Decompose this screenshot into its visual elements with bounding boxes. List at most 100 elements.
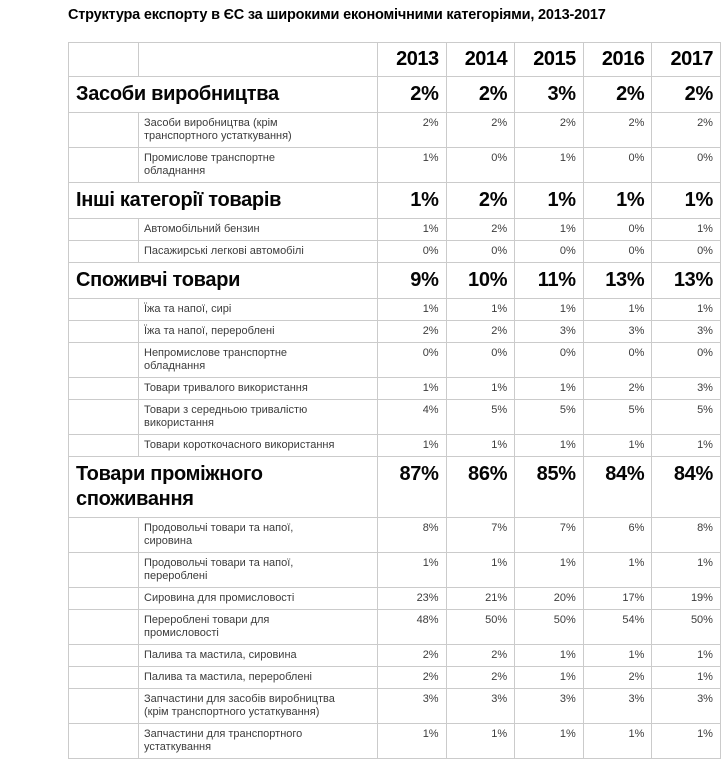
- row-value: 2%: [445, 666, 516, 689]
- row-value: 0%: [651, 342, 721, 378]
- indent-cell: [68, 688, 139, 724]
- table-row: Продовольчі товари та напої, перероблені…: [68, 552, 721, 588]
- row-value: 19%: [651, 587, 721, 610]
- row-label-cell: Товари короткочасного використання: [138, 434, 378, 457]
- row-label-cell: Палива та мастила, сировина: [138, 644, 378, 667]
- row-value: 1%: [377, 298, 447, 321]
- category-label-cell: Засоби виробництва: [68, 76, 378, 113]
- table-row: Засоби виробництва (крім транспортного у…: [68, 112, 721, 148]
- row-label: Їжа та напої, перероблені: [144, 325, 275, 337]
- year-header-2013: 2013: [377, 42, 447, 77]
- row-value: 1%: [651, 218, 721, 241]
- indent-cell: [68, 377, 139, 400]
- row-value: 17%: [582, 587, 653, 610]
- row-label-cell: Продовольчі товари та напої, сировина: [138, 517, 378, 553]
- row-value: 1%: [377, 377, 447, 400]
- row-value: 1%: [514, 377, 584, 400]
- row-value: 50%: [514, 609, 584, 645]
- category-row: Засоби виробництва 2% 2% 3% 2% 2%: [68, 76, 721, 113]
- table-row: Запчастини для транспортного устаткуванн…: [68, 723, 721, 759]
- row-value: 5%: [514, 399, 584, 435]
- category-value: 1%: [651, 182, 721, 219]
- row-value: 1%: [514, 218, 584, 241]
- row-value: 1%: [651, 434, 721, 457]
- category-row: Інші категорії товарів 1% 2% 1% 1% 1%: [68, 182, 721, 219]
- table-row: Перероблені товари для промисловості 48% 5…: [68, 609, 721, 645]
- row-value: 3%: [651, 688, 721, 724]
- row-value: 1%: [514, 147, 584, 183]
- row-label-cell: Засоби виробництва (крім транспортного у…: [138, 112, 378, 148]
- category-value: 11%: [514, 262, 584, 299]
- category-value: 1%: [582, 182, 653, 219]
- category-value: 1%: [377, 182, 447, 219]
- indent-cell: [68, 666, 139, 689]
- row-value: 1%: [514, 434, 584, 457]
- row-value: 3%: [514, 688, 584, 724]
- category-value: 2%: [445, 76, 516, 113]
- row-value: 1%: [582, 552, 653, 588]
- row-value: 7%: [445, 517, 516, 553]
- table-row: Непромислове транспортне обладнання 0% 0% 0…: [68, 342, 721, 378]
- row-label: Промислове транспортне обладнання: [144, 152, 275, 177]
- category-value: 84%: [582, 456, 653, 518]
- row-value: 0%: [514, 240, 584, 263]
- category-value: 9%: [377, 262, 447, 299]
- row-value: 1%: [445, 377, 516, 400]
- row-label-cell: Промислове транспортне обладнання: [138, 147, 378, 183]
- row-value: 50%: [445, 609, 516, 645]
- category-value: 1%: [514, 182, 584, 219]
- row-value: 1%: [582, 434, 653, 457]
- row-value: 5%: [651, 399, 721, 435]
- table-row: Товари з середньою тривалістю використан…: [68, 399, 721, 435]
- row-label: Палива та мастила, сировина: [144, 649, 297, 661]
- row-value: 1%: [377, 552, 447, 588]
- row-value: 2%: [445, 112, 516, 148]
- category-value: 10%: [445, 262, 516, 299]
- row-value: 2%: [651, 112, 721, 148]
- row-label: Запчастини для транспортного устаткуванн…: [144, 728, 303, 753]
- row-value: 0%: [377, 240, 447, 263]
- page-title: Структура експорту в ЄС за широкими екон…: [68, 7, 606, 23]
- row-label: Сировина для промисловості: [144, 592, 295, 604]
- row-value: 0%: [582, 240, 653, 263]
- row-value: 3%: [377, 688, 447, 724]
- row-value: 3%: [651, 320, 721, 343]
- category-label: Інші категорії товарів: [76, 189, 282, 211]
- row-label: Товари з середньою тривалістю використан…: [144, 404, 308, 429]
- row-label: Продовольчі товари та напої, сировина: [144, 522, 294, 547]
- category-label: Споживчі товари: [76, 269, 241, 291]
- table-header-row: 2013 2014 2015 2016 2017: [68, 42, 721, 77]
- row-value: 1%: [651, 552, 721, 588]
- category-value: 13%: [651, 262, 721, 299]
- row-label-cell: Сировина для промисловості: [138, 587, 378, 610]
- indent-cell: [68, 218, 139, 241]
- category-value: 86%: [445, 456, 516, 518]
- table-row: Їжа та напої, перероблені 2% 2% 3% 3% 3%: [68, 320, 721, 343]
- row-value: 1%: [651, 298, 721, 321]
- row-value: 0%: [514, 342, 584, 378]
- indent-cell: [68, 517, 139, 553]
- row-label: Палива та мастила, перероблені: [144, 671, 312, 683]
- row-value: 2%: [514, 112, 584, 148]
- row-label: Пасажирські легкові автомобілі: [144, 245, 304, 257]
- row-value: 1%: [445, 434, 516, 457]
- indent-cell: [68, 644, 139, 667]
- row-label-cell: Пасажирські легкові автомобілі: [138, 240, 378, 263]
- row-value: 20%: [514, 587, 584, 610]
- category-label: Товари проміжного споживання: [76, 463, 263, 510]
- row-value: 2%: [582, 377, 653, 400]
- row-label-cell: Запчастини для засобів виробництва (крім…: [138, 688, 378, 724]
- row-value: 1%: [582, 644, 653, 667]
- row-value: 2%: [445, 644, 516, 667]
- row-value: 0%: [651, 147, 721, 183]
- row-label: Перероблені товари для промисловості: [144, 614, 270, 639]
- category-value: 2%: [651, 76, 721, 113]
- row-value: 48%: [377, 609, 447, 645]
- row-label-cell: Продовольчі товари та напої, перероблені: [138, 552, 378, 588]
- category-row: Товари проміжного споживання 87% 86% 85% 84%…: [68, 456, 721, 518]
- table-row: Запчастини для засобів виробництва (крім…: [68, 688, 721, 724]
- category-value: 84%: [651, 456, 721, 518]
- row-value: 1%: [514, 723, 584, 759]
- row-value: 50%: [651, 609, 721, 645]
- row-value: 1%: [445, 723, 516, 759]
